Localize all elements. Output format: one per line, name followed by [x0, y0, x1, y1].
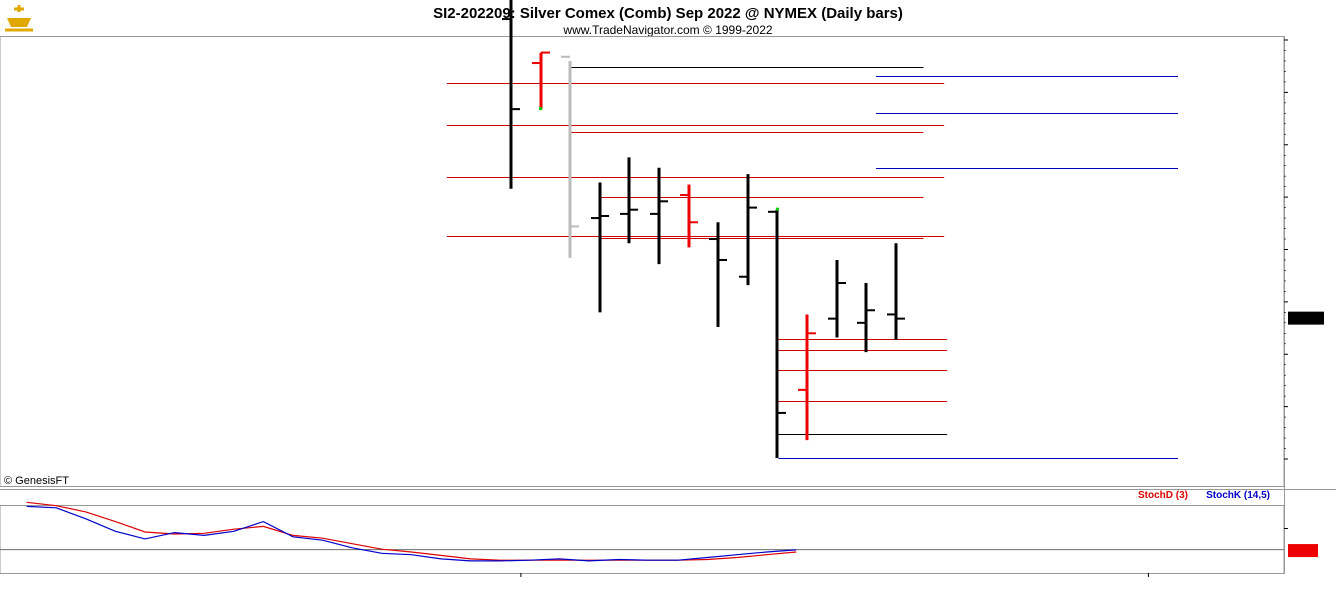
x-axis [0, 573, 1284, 577]
bar-marker [539, 107, 543, 111]
stoch-axis [1284, 528, 1318, 558]
price-bar [768, 209, 786, 458]
last-price-box [1288, 311, 1324, 325]
price-bar [857, 283, 875, 353]
price-bar [650, 167, 668, 265]
price-bar [561, 55, 579, 258]
bar-marker [775, 207, 779, 211]
price-bar [709, 222, 727, 328]
price-bar [828, 259, 846, 338]
logo-icon [3, 3, 35, 33]
price-panel: © GenesisFT [0, 0, 1285, 487]
price-bar [739, 174, 757, 286]
price-bar [798, 314, 816, 441]
price-bar [591, 182, 609, 313]
indicator-panel: StochD (3) StochK (14,5) [0, 489, 1336, 574]
legend-stoch-d: StochD (3) [1138, 490, 1188, 501]
price-bar [502, 0, 520, 189]
chart-title: SI2-202209: Silver Comex (Comb) Sep 2022… [433, 5, 903, 22]
stoch-series-line [26, 505, 797, 562]
chart-subtitle: www.TradeNavigator.com © 1999-2022 [562, 23, 772, 37]
legend-stoch-k: StochK (14,5) [1206, 490, 1270, 501]
price-axis [1284, 36, 1324, 574]
price-bar [620, 157, 638, 244]
price-bar [532, 51, 550, 110]
credit-label: © GenesisFT [4, 475, 69, 487]
price-bar [680, 184, 698, 248]
price-bar [887, 243, 905, 340]
stoch-last-box [1288, 544, 1318, 558]
